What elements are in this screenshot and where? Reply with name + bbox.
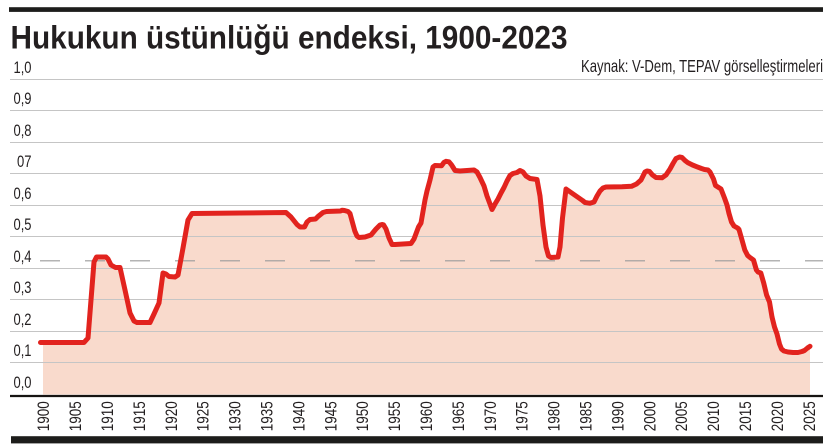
svg-text:2025: 2025 — [801, 401, 819, 431]
svg-text:1975: 1975 — [514, 401, 532, 431]
svg-text:0,6: 0,6 — [14, 185, 32, 203]
svg-text:1950: 1950 — [354, 401, 372, 431]
svg-text:2000: 2000 — [641, 401, 659, 431]
svg-text:1985: 1985 — [578, 401, 596, 431]
svg-text:1,0: 1,0 — [14, 59, 32, 77]
svg-text:1930: 1930 — [227, 401, 245, 431]
svg-text:0,9: 0,9 — [14, 90, 32, 108]
svg-text:0,2: 0,2 — [14, 311, 32, 329]
svg-text:1965: 1965 — [450, 401, 468, 431]
svg-text:2005: 2005 — [673, 401, 691, 431]
svg-text:1960: 1960 — [418, 401, 436, 431]
svg-text:0,5: 0,5 — [14, 216, 32, 234]
svg-text:1955: 1955 — [386, 401, 404, 431]
svg-text:1945: 1945 — [322, 401, 340, 431]
svg-text:1905: 1905 — [67, 401, 85, 431]
svg-text:07: 07 — [17, 153, 32, 171]
svg-text:1900: 1900 — [35, 401, 53, 431]
svg-text:1925: 1925 — [195, 401, 213, 431]
svg-text:1935: 1935 — [259, 401, 277, 431]
svg-text:1970: 1970 — [482, 401, 500, 431]
svg-text:1990: 1990 — [609, 401, 627, 431]
svg-text:0,3: 0,3 — [14, 279, 32, 297]
svg-text:2010: 2010 — [705, 401, 723, 431]
svg-text:0,4: 0,4 — [14, 248, 32, 266]
svg-text:0,0: 0,0 — [14, 374, 32, 392]
svg-text:1920: 1920 — [163, 401, 181, 431]
svg-text:0,1: 0,1 — [14, 342, 32, 360]
svg-text:2020: 2020 — [769, 401, 787, 431]
svg-text:0,8: 0,8 — [14, 122, 32, 140]
svg-text:1915: 1915 — [131, 401, 149, 431]
svg-text:Kaynak: V-Dem, TEPAV görselleş: Kaynak: V-Dem, TEPAV görselleştirmeleri — [581, 56, 823, 76]
svg-text:2015: 2015 — [737, 401, 755, 431]
svg-text:1940: 1940 — [290, 401, 308, 431]
svg-text:1910: 1910 — [99, 401, 117, 431]
svg-text:Hukukun üstünlüğü endeksi, 190: Hukukun üstünlüğü endeksi, 1900-2023 — [11, 20, 568, 56]
svg-text:1980: 1980 — [546, 401, 564, 431]
